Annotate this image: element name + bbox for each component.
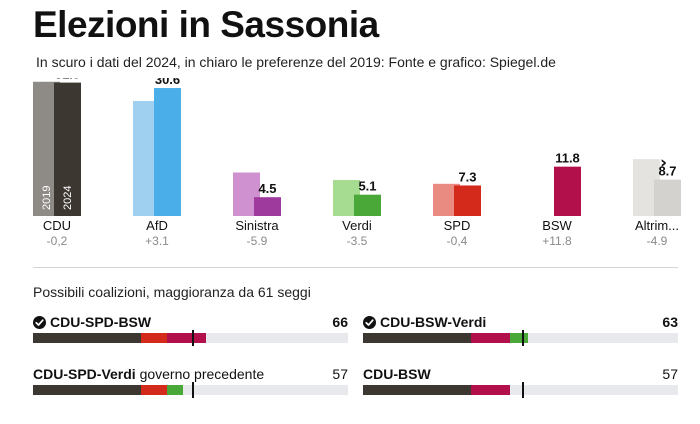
page-title: Elezioni in Sassonia xyxy=(33,4,379,45)
coalition-seats: 57 xyxy=(662,366,678,382)
results-bar-chart: 31.9 CDU-0,2 2019 2024 30.6 AfD+3.1 4.5 Sinistr… xyxy=(33,78,681,248)
seat-segment-bsw xyxy=(470,333,510,343)
coalition-seat-bar xyxy=(363,330,678,346)
seat-segment-cdu xyxy=(363,385,471,395)
bar-2024-cdu xyxy=(54,82,81,216)
seat-segment-spd xyxy=(140,385,167,395)
value-label-altrim: 8.7 xyxy=(658,164,676,179)
coalition-cdu-spd-bsw: CDU-SPD-BSW 66 xyxy=(33,314,348,354)
year-label-2019: 2019 xyxy=(41,186,53,210)
coalition-name: CDU-SPD-BSW xyxy=(33,314,151,330)
category-label-bsw: BSW xyxy=(542,218,572,233)
category-label-altrim: Altrim... xyxy=(635,218,679,233)
coalition-name-text: CDU-BSW xyxy=(363,366,431,382)
coalition-seat-bar xyxy=(363,382,678,398)
change-label-bsw: +11.8 xyxy=(542,234,572,248)
category-label-spd: SPD xyxy=(444,218,471,233)
value-label-afd: 30.6 xyxy=(155,78,180,87)
change-label-sinistra: -5.9 xyxy=(247,234,268,248)
bar-2024-verdi xyxy=(354,194,381,216)
bar-2024-bsw xyxy=(554,166,581,216)
value-label-sinistra: 4.5 xyxy=(258,181,276,196)
seat-segment-verdi xyxy=(166,385,183,395)
seat-segment-spd xyxy=(140,333,167,343)
coalition-note: governo precedente xyxy=(135,366,265,382)
coalition-cdu-bsw-verdi: CDU-BSW-Verdi 63 xyxy=(363,314,678,354)
bar-2024-afd xyxy=(154,88,181,216)
coalition-cdu-spd-verdi: CDU-SPD-Verdi governo precedente 57 xyxy=(33,366,348,406)
seat-segment-bsw xyxy=(470,385,510,395)
category-label-verdi: Verdi xyxy=(342,218,372,233)
value-label-cdu: 31.9 xyxy=(55,78,80,82)
seat-segment-cdu xyxy=(363,333,471,343)
coalition-name-text: CDU-BSW-Verdi xyxy=(380,314,487,330)
coalition-name-text: CDU-SPD-Verdi xyxy=(33,366,136,382)
coalitions-title: Possibili coalizioni, maggioranza da 61 … xyxy=(33,284,311,300)
change-label-spd: -0,4 xyxy=(447,234,468,248)
coalition-name: CDU-BSW-Verdi xyxy=(363,314,486,330)
year-label-2024: 2024 xyxy=(62,186,74,210)
coalition-name-text: CDU-SPD-BSW xyxy=(50,314,152,330)
seat-segment-cdu xyxy=(33,385,141,395)
coalition-seat-bar xyxy=(33,382,348,398)
check-circle-icon xyxy=(363,316,376,329)
change-label-afd: +3.1 xyxy=(145,234,169,248)
check-circle-icon xyxy=(33,316,46,329)
bar-2024-altrim xyxy=(654,179,681,216)
majority-marker xyxy=(192,382,195,398)
majority-marker xyxy=(192,330,195,346)
value-label-verdi: 5.1 xyxy=(358,179,376,194)
seat-segment-cdu xyxy=(33,333,141,343)
coalition-seat-bar xyxy=(33,330,348,346)
change-label-altrim: -4.9 xyxy=(647,234,668,248)
scroll-right-icon[interactable]: › xyxy=(660,153,667,173)
category-label-sinistra: Sinistra xyxy=(235,218,279,233)
seat-segment-verdi xyxy=(510,333,529,343)
coalition-seats: 57 xyxy=(332,366,348,382)
category-label-afd: AfD xyxy=(146,218,168,233)
bar-2024-sinistra xyxy=(254,197,281,216)
section-divider xyxy=(33,267,678,268)
coalition-cdu-bsw: CDU-BSW 57 xyxy=(363,366,678,406)
subtitle: In scuro i dati del 2024, in chiaro le p… xyxy=(36,54,556,70)
bar-2024-spd xyxy=(454,185,481,216)
coalition-seats: 63 xyxy=(662,314,678,330)
value-label-spd: 7.3 xyxy=(458,169,476,184)
majority-marker xyxy=(522,330,525,346)
coalition-name: CDU-BSW xyxy=(363,366,431,382)
value-label-bsw: 11.8 xyxy=(555,151,580,166)
change-label-cdu: -0,2 xyxy=(47,234,68,248)
coalition-seats: 66 xyxy=(332,314,348,330)
change-label-verdi: -3.5 xyxy=(347,234,368,248)
category-label-cdu: CDU xyxy=(43,218,71,233)
majority-marker xyxy=(522,382,525,398)
coalition-name: CDU-SPD-Verdi governo precedente xyxy=(33,366,264,382)
seat-segment-bsw xyxy=(166,333,207,343)
